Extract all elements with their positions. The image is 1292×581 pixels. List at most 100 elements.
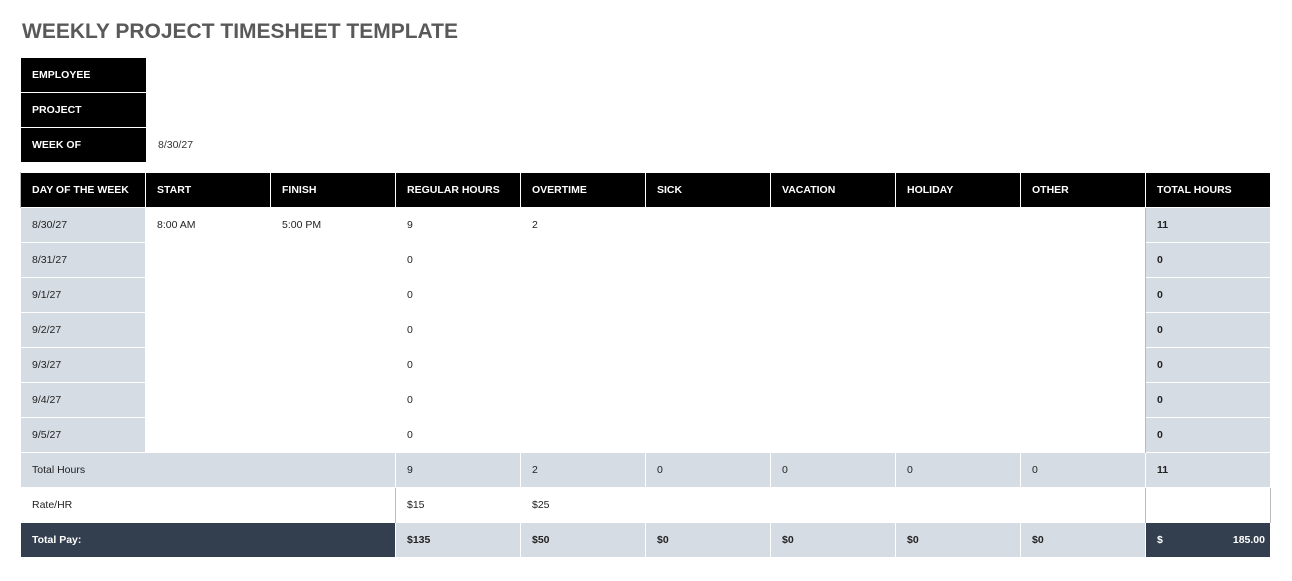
vacation-cell[interactable] <box>771 383 896 418</box>
other-cell[interactable] <box>1020 312 1146 348</box>
vacation-cell[interactable] <box>771 418 896 453</box>
rate-regular[interactable]: $15 <box>395 487 521 523</box>
info-value-field[interactable]: 8/30/27 <box>158 139 194 151</box>
sick-cell[interactable] <box>646 278 771 313</box>
total-pay-value: $185.00 <box>1145 522 1271 558</box>
rate-cell[interactable] <box>770 487 896 523</box>
finish-cell[interactable] <box>271 383 396 418</box>
start-cell[interactable] <box>146 348 271 383</box>
holiday-cell[interactable] <box>896 208 1021 243</box>
finish-cell[interactable]: 5:00 PM <box>282 219 322 231</box>
finish-cell[interactable] <box>271 278 396 313</box>
sick-cell[interactable] <box>646 208 771 243</box>
info-value-field[interactable] <box>147 58 470 93</box>
other-cell[interactable] <box>1020 277 1146 313</box>
rate-cell[interactable] <box>645 487 771 523</box>
other-cell[interactable] <box>1020 382 1146 418</box>
total-holiday: 0 <box>895 452 1021 488</box>
overtime-cell[interactable] <box>521 418 646 453</box>
pay-sick: $0 <box>645 522 771 558</box>
finish-cell[interactable] <box>271 348 396 383</box>
grand-total-hours: 11 <box>1145 452 1271 488</box>
day-cell: 9/5/27 <box>20 417 146 453</box>
regular-cell[interactable]: 9 <box>407 219 413 231</box>
total-hours-cell: 0 <box>1145 417 1271 453</box>
other-cell[interactable] <box>1020 207 1146 243</box>
regular-cell[interactable]: 0 <box>407 254 413 266</box>
finish-cell[interactable] <box>271 313 396 348</box>
sick-cell[interactable] <box>646 313 771 348</box>
regular-cell[interactable]: 0 <box>407 324 413 336</box>
overtime-cell[interactable] <box>521 313 646 348</box>
finish-cell[interactable] <box>271 243 396 278</box>
rate-cell[interactable] <box>895 487 1021 523</box>
vacation-cell[interactable] <box>771 313 896 348</box>
column-header: TOTAL HOURS <box>1145 172 1271 208</box>
sick-cell[interactable] <box>646 243 771 278</box>
sick-cell[interactable] <box>646 383 771 418</box>
table-row: 9/5/27 0 0 <box>20 417 1271 453</box>
column-header: SICK <box>645 172 771 208</box>
total-hours-cell: 0 <box>1145 277 1271 313</box>
other-cell[interactable] <box>1020 347 1146 383</box>
holiday-cell[interactable] <box>896 348 1021 383</box>
start-cell[interactable] <box>146 278 271 313</box>
pay-overtime: $50 <box>520 522 646 558</box>
total-vacation: 0 <box>770 452 896 488</box>
total-hours-cell: 0 <box>1145 242 1271 278</box>
holiday-cell[interactable] <box>896 278 1021 313</box>
holiday-cell[interactable] <box>896 313 1021 348</box>
overtime-cell[interactable] <box>521 278 646 313</box>
holiday-cell[interactable] <box>896 383 1021 418</box>
overtime-cell[interactable] <box>521 243 646 278</box>
info-table: EMPLOYEE PROJECT WEEK OF 8/30/27 <box>20 57 470 163</box>
info-row: WEEK OF 8/30/27 <box>20 127 470 163</box>
column-header: START <box>145 172 271 208</box>
regular-cell[interactable]: 0 <box>407 359 413 371</box>
sick-cell[interactable] <box>646 348 771 383</box>
regular-cell[interactable]: 0 <box>407 394 413 406</box>
day-cell: 9/1/27 <box>20 277 146 313</box>
currency-symbol: $ <box>1157 534 1163 546</box>
column-header: DAY OF THE WEEK <box>20 172 146 208</box>
rate-overtime[interactable]: $25 <box>520 487 646 523</box>
start-cell[interactable] <box>146 383 271 418</box>
overtime-cell[interactable] <box>521 383 646 418</box>
pay-row: Total Pay: $135 $50 $0 $0 $0 $0 $185.00 <box>20 522 1271 558</box>
start-cell[interactable] <box>146 243 271 278</box>
table-row: 9/2/27 0 0 <box>20 312 1271 348</box>
column-header: OTHER <box>1020 172 1146 208</box>
start-cell[interactable]: 8:00 AM <box>157 219 196 231</box>
rate-cell[interactable] <box>1020 487 1146 523</box>
other-cell[interactable] <box>1020 417 1146 453</box>
table-row: 9/3/27 0 0 <box>20 347 1271 383</box>
finish-cell[interactable] <box>271 418 396 453</box>
column-header: FINISH <box>270 172 396 208</box>
info-row: PROJECT <box>20 92 470 128</box>
info-value-field[interactable] <box>147 93 470 128</box>
start-cell[interactable] <box>146 418 271 453</box>
holiday-cell[interactable] <box>896 418 1021 453</box>
total-hours-cell: 11 <box>1145 207 1271 243</box>
total-hours-cell: 0 <box>1145 347 1271 383</box>
overtime-cell[interactable]: 2 <box>532 219 538 231</box>
column-header: HOLIDAY <box>895 172 1021 208</box>
holiday-cell[interactable] <box>896 243 1021 278</box>
sick-cell[interactable] <box>646 418 771 453</box>
start-cell[interactable] <box>146 313 271 348</box>
rate-total <box>1145 487 1271 523</box>
vacation-cell[interactable] <box>771 208 896 243</box>
overtime-cell[interactable] <box>521 348 646 383</box>
vacation-cell[interactable] <box>771 278 896 313</box>
pay-other: $0 <box>1020 522 1146 558</box>
rate-row: Rate/HR $15 $25 <box>20 487 1271 523</box>
day-cell: 8/31/27 <box>20 242 146 278</box>
regular-cell[interactable]: 0 <box>407 429 413 441</box>
info-label: EMPLOYEE <box>20 57 147 93</box>
vacation-cell[interactable] <box>771 348 896 383</box>
other-cell[interactable] <box>1020 242 1146 278</box>
column-header: VACATION <box>770 172 896 208</box>
regular-cell[interactable]: 0 <box>407 289 413 301</box>
pay-vacation: $0 <box>770 522 896 558</box>
vacation-cell[interactable] <box>771 243 896 278</box>
